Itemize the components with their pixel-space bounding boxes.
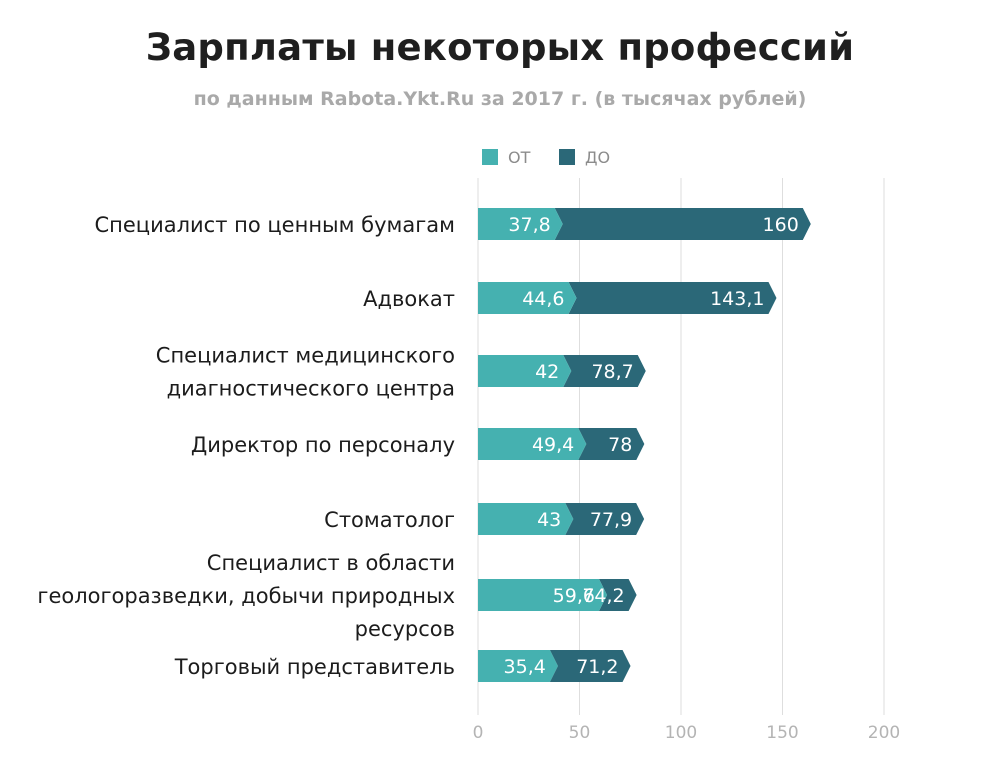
bar-do <box>554 208 811 240</box>
bar-do <box>563 355 646 387</box>
x-tick-label: 150 <box>766 723 798 743</box>
data-label-ot: 35,4 <box>504 656 546 678</box>
category-label: Директор по персоналу <box>191 433 455 457</box>
category-label: геологоразведки, добычи природных <box>37 584 455 608</box>
x-tick-label: 200 <box>868 723 900 743</box>
category-label: Стоматолог <box>324 508 455 532</box>
data-label-do: 143,1 <box>710 288 764 310</box>
data-label-do: 77,9 <box>590 509 632 531</box>
category-label: Адвокат <box>363 287 455 311</box>
legend-swatch <box>482 149 498 165</box>
category-label: Специалист по ценным бумагам <box>94 213 455 237</box>
legend-label: ДО <box>585 148 610 167</box>
bar-ot <box>478 579 607 611</box>
category-label: Специалист в области <box>207 551 455 575</box>
data-label-do: 74,2 <box>582 585 624 607</box>
category-label: Специалист медицинского <box>156 344 455 368</box>
data-label-do: 160 <box>763 214 799 236</box>
legend-swatch <box>559 149 575 165</box>
bar-ot <box>478 650 558 682</box>
category-label: Торговый представитель <box>174 655 455 679</box>
bar-ot <box>478 503 574 535</box>
data-label-ot: 59,6 <box>553 585 595 607</box>
data-label-ot: 42 <box>535 361 559 383</box>
x-tick-label: 50 <box>569 723 591 743</box>
data-label-do: 78 <box>608 434 632 456</box>
chart-title: Зарплаты некоторых профессий <box>145 26 855 69</box>
bar-do <box>578 428 645 460</box>
data-label-ot: 37,8 <box>508 214 550 236</box>
bar-ot <box>478 355 572 387</box>
bar-ot <box>478 282 577 314</box>
legend-label: ОТ <box>508 148 531 167</box>
chart-subtitle: по данным Rabota.Ykt.Ru за 2017 г. (в ты… <box>193 88 807 110</box>
bar-ot <box>478 208 563 240</box>
bar-ot <box>478 428 587 460</box>
bar-do <box>568 282 777 314</box>
bar-do <box>598 579 637 611</box>
bar-do <box>549 650 631 682</box>
bar-do <box>565 503 645 535</box>
x-tick-label: 0 <box>473 723 484 743</box>
x-tick-label: 100 <box>665 723 697 743</box>
data-label-ot: 44,6 <box>522 288 564 310</box>
data-label-do: 71,2 <box>576 656 618 678</box>
data-label-ot: 43 <box>537 509 561 531</box>
category-label: ресурсов <box>355 617 455 641</box>
data-label-do: 78,7 <box>591 361 633 383</box>
data-label-ot: 49,4 <box>532 434 574 456</box>
category-label: диагностического центра <box>167 377 455 401</box>
